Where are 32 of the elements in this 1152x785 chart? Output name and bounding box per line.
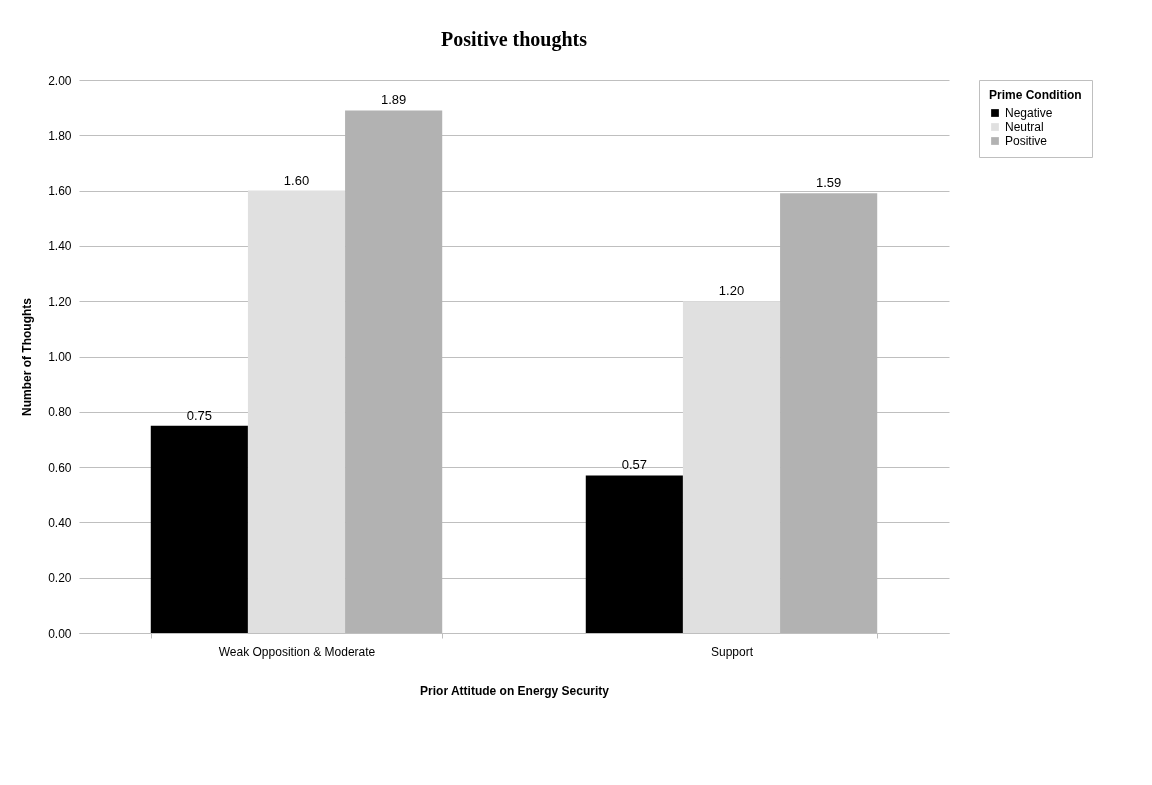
bar: [682, 301, 781, 633]
y-tick-label: 0.80: [48, 405, 72, 420]
y-tick-label: 1.20: [48, 294, 72, 309]
y-tick-label: 0.40: [48, 515, 72, 530]
y-tick-label: 0.00: [48, 626, 72, 641]
x-axis-title: Prior Attitude on Energy Security: [420, 683, 610, 698]
bar: [780, 193, 878, 633]
y-tick-label: 2.00: [48, 73, 72, 88]
data-label: 0.75: [186, 407, 213, 423]
legend-label: Positive: [1005, 134, 1048, 148]
legend-title: Prime Condition: [989, 88, 1082, 102]
data-label: 0.57: [621, 457, 648, 473]
y-tick-label: 1.80: [48, 128, 72, 143]
data-label: 1.20: [718, 283, 745, 299]
y-tick-label: 1.00: [48, 350, 72, 364]
data-label: 1.59: [815, 175, 842, 191]
y-tick-label: 0.20: [48, 571, 72, 586]
y-tick-label: 1.60: [48, 184, 72, 199]
x-tick-label: Support: [710, 644, 754, 659]
y-tick-label: 1.40: [48, 239, 72, 254]
x-tick-label: Weak Opposition & Moderate: [218, 644, 376, 659]
legend-label: Negative: [1005, 106, 1053, 120]
bar: [247, 190, 346, 633]
data-label: 1.60: [283, 172, 310, 188]
data-label: 1.89: [380, 92, 407, 108]
bar: [150, 425, 248, 633]
legend-label: Neutral: [1005, 120, 1044, 134]
bar: [585, 475, 683, 633]
y-axis-title: Number of Thoughts: [20, 297, 35, 416]
bar: [345, 110, 443, 633]
chart-title: Positive thoughts: [440, 28, 588, 51]
y-tick-label: 0.60: [48, 460, 72, 475]
